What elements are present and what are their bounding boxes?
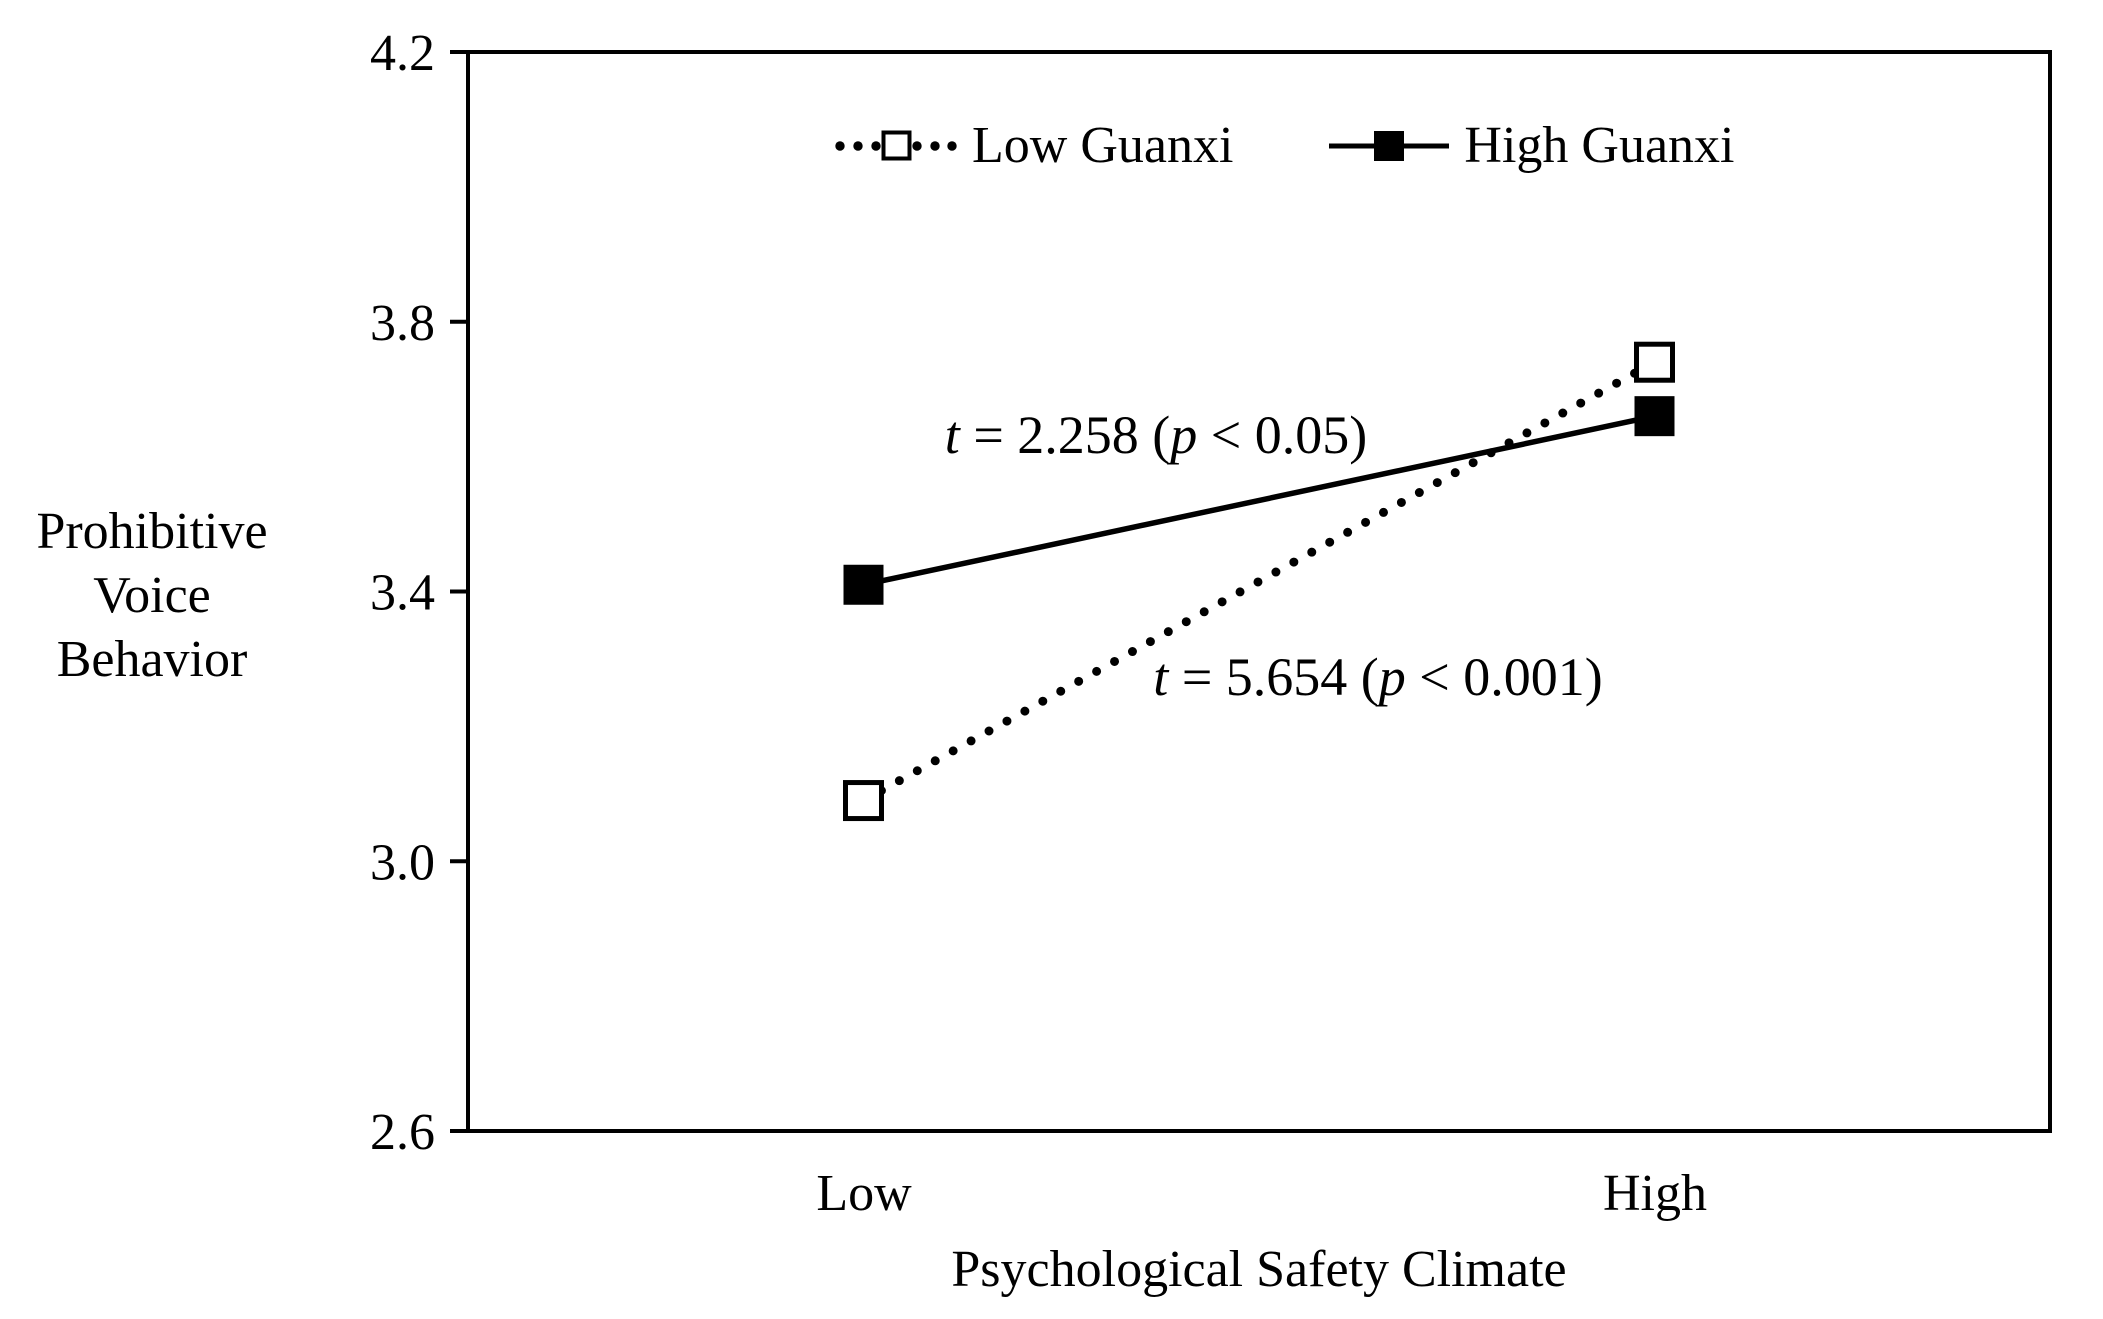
y-axis-title-line: Prohibitive: [36, 503, 268, 560]
annotation-segment: = 2.258 (: [959, 405, 1171, 465]
y-tick-label: 3.4: [370, 565, 435, 622]
annotation-segment: = 5.654 (: [1168, 647, 1379, 707]
data-point-filled-square-low: [843, 564, 884, 605]
y-axis-title-line: Behavior: [56, 631, 248, 688]
annotation-segment: t: [1153, 647, 1169, 707]
legend-label-high-guanxi: High Guanxi: [1464, 117, 1735, 174]
x-tick-label-low: Low: [816, 1165, 912, 1222]
data-point-open-square-low: [843, 780, 884, 822]
y-tick-label: 2.6: [370, 1104, 435, 1161]
y-tick-label: 3.0: [370, 834, 435, 891]
annotation-segment: < 0.05): [1197, 405, 1368, 465]
legend-item-high-guanxi: High Guanxi: [1329, 116, 1735, 175]
y-axis-title-line: Voice: [93, 567, 211, 624]
data-point-filled-square-high: [1634, 396, 1675, 437]
annotation-low-guanxi-slope-test: t = 5.654 (p < 0.001): [1153, 646, 1602, 708]
legend: Low Guanxi High Guanxi: [835, 116, 1735, 175]
annotation-segment: t: [944, 405, 960, 465]
annotation-segment: < 0.001): [1405, 647, 1603, 707]
low-guanxi-dotted-open-square-marker-icon: [835, 124, 957, 168]
annotation-segment: p: [1378, 647, 1406, 707]
data-point-open-square-high: [1634, 341, 1675, 383]
y-axis-title: Prohibitive Voice Behavior: [18, 500, 286, 692]
series-line-low-guanxi: [859, 357, 1659, 806]
high-guanxi-solid-filled-square-marker-icon: [1329, 124, 1450, 168]
plot-border: [466, 50, 2052, 1133]
series-line-high-guanxi: [862, 413, 1656, 588]
y-tick-label: 3.8: [370, 295, 435, 352]
annotation-high-guanxi-slope-test: t = 2.258 (p < 0.05): [945, 404, 1367, 466]
x-tick-label-high: High: [1603, 1165, 1707, 1222]
legend-label-low-guanxi: Low Guanxi: [972, 117, 1234, 174]
x-axis-title: Psychological Safety Climate: [951, 1241, 1567, 1298]
legend-item-low-guanxi: Low Guanxi: [835, 116, 1233, 175]
y-tick-label: 4.2: [370, 25, 435, 82]
annotation-segment: p: [1170, 405, 1198, 465]
